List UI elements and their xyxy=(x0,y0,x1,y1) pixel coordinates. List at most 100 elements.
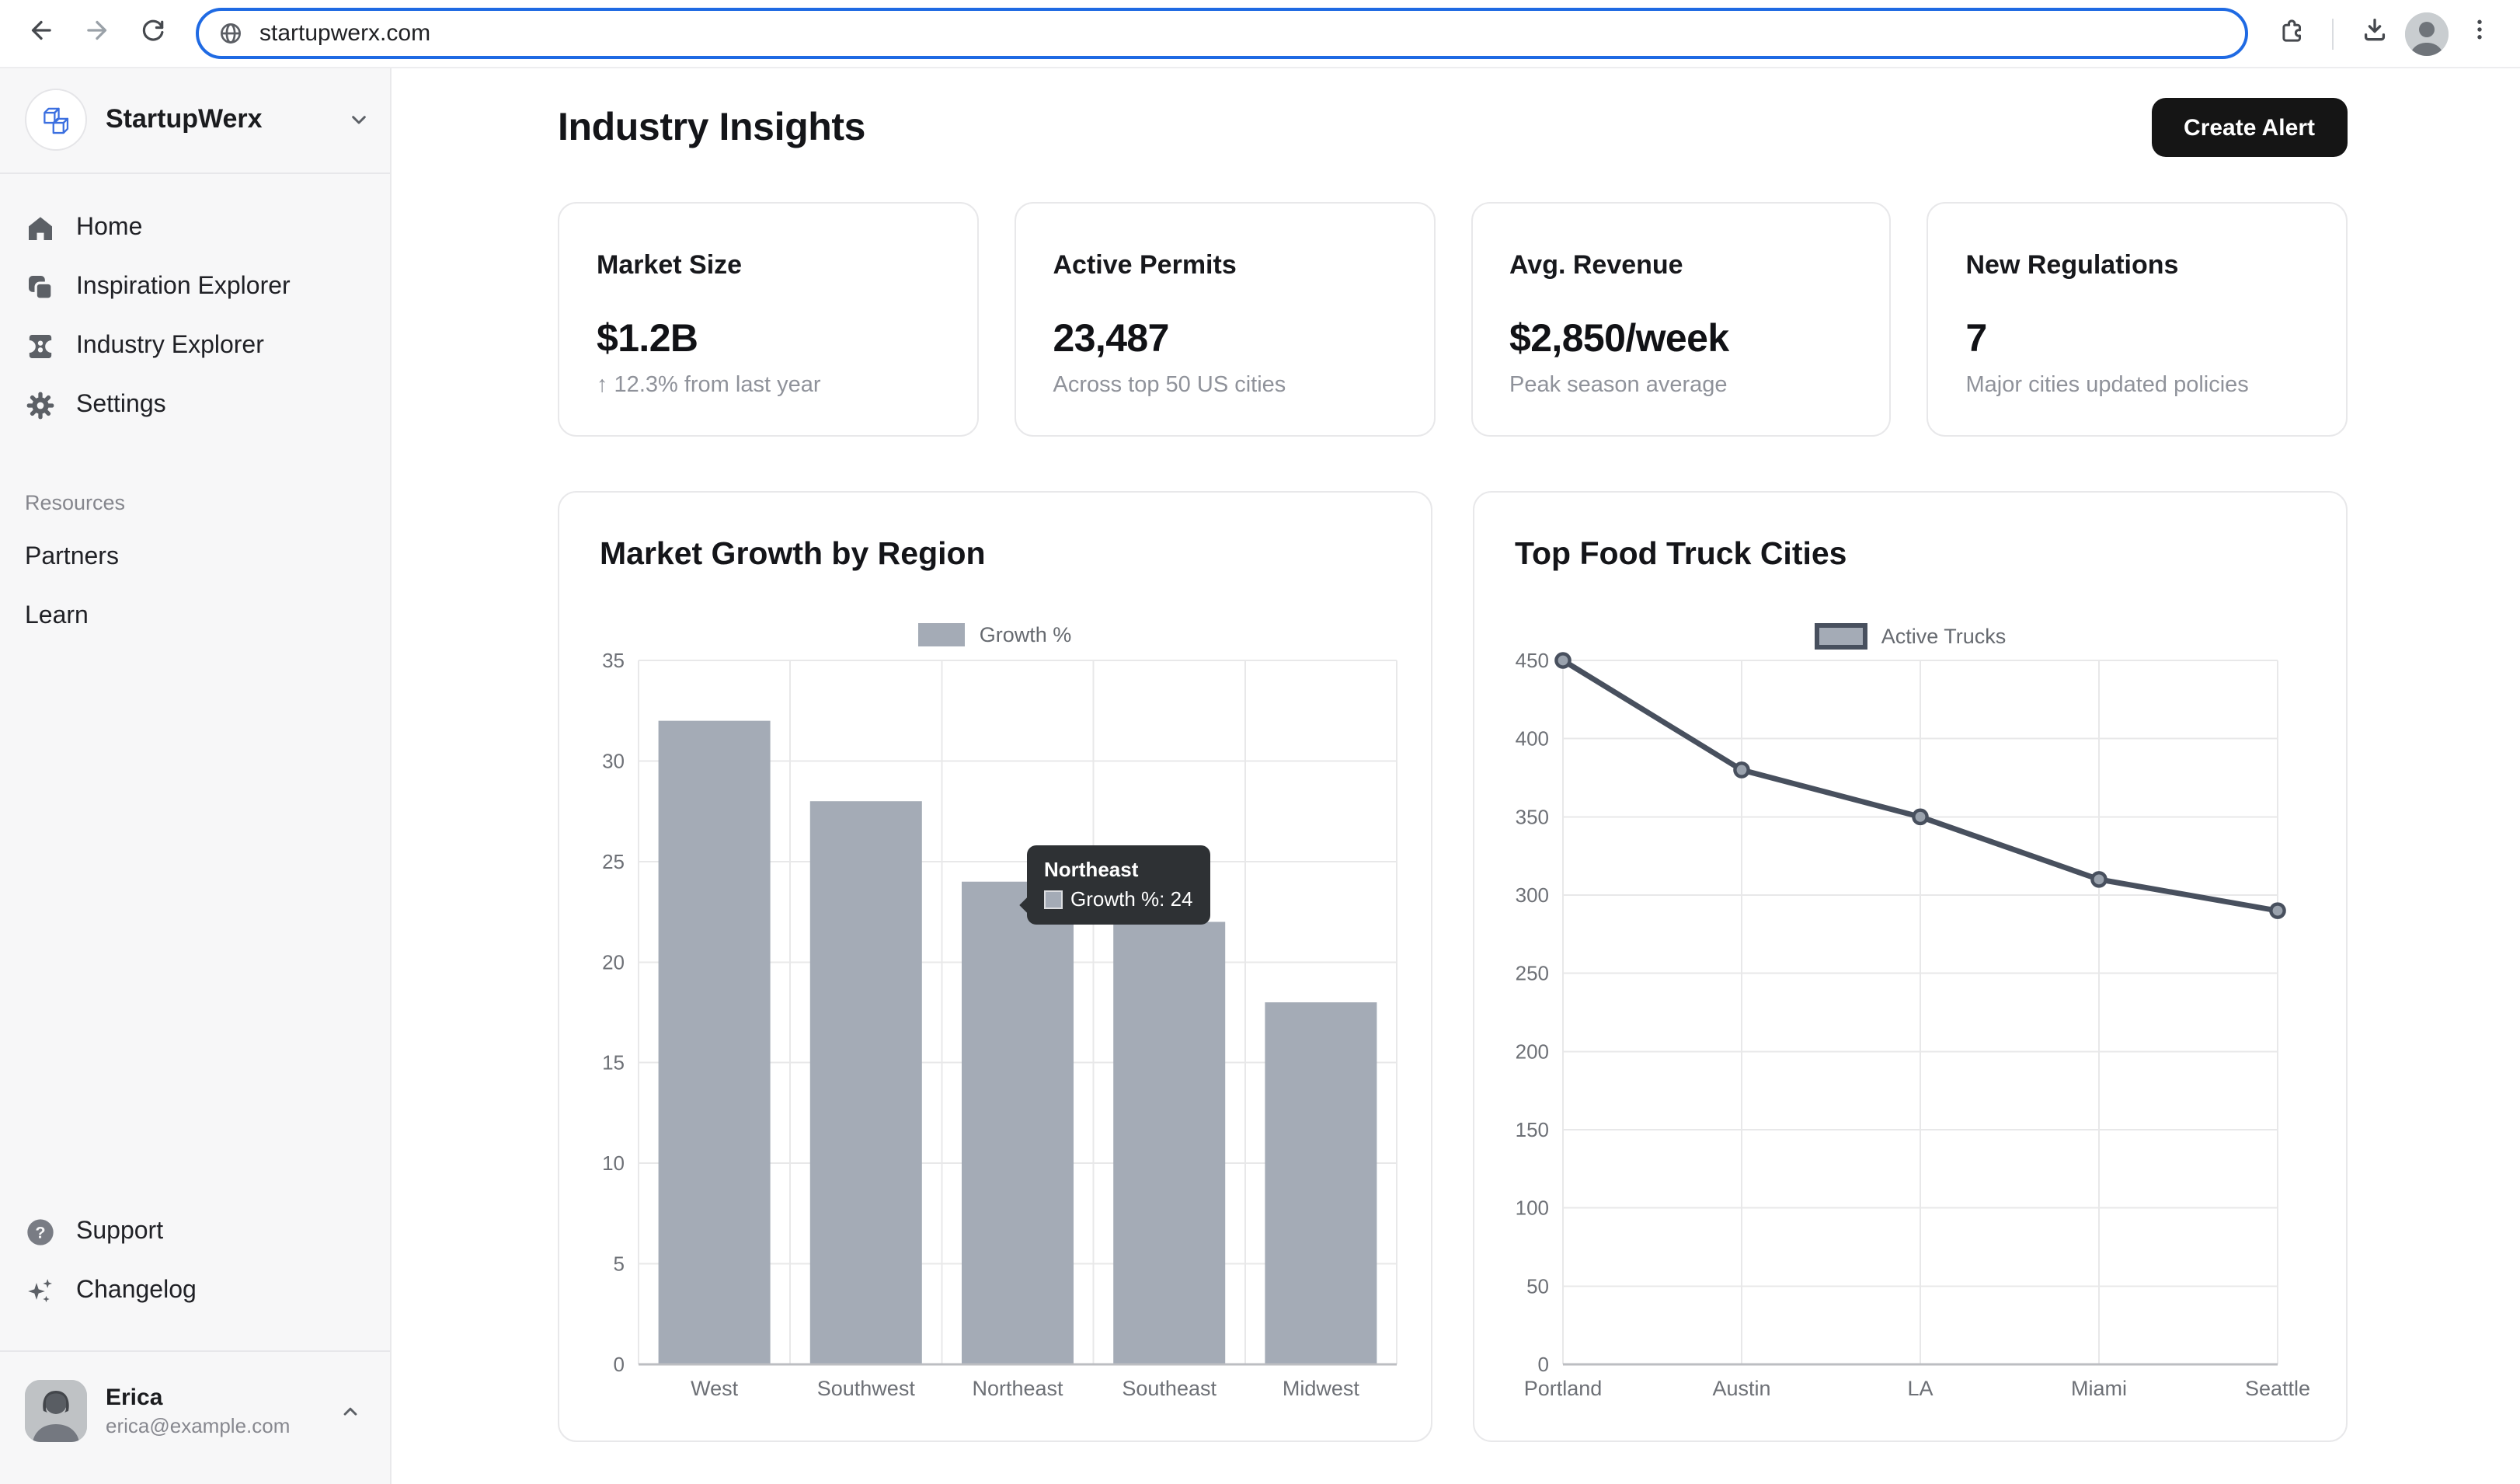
svg-text:25: 25 xyxy=(602,850,625,873)
sidebar-item-inspiration-explorer[interactable]: Inspiration Explorer xyxy=(0,258,390,317)
download-icon xyxy=(2359,15,2389,52)
help-icon: ? xyxy=(25,1217,56,1248)
forward-button[interactable] xyxy=(71,9,121,58)
stat-value: $1.2B xyxy=(597,317,940,362)
svg-text:20: 20 xyxy=(602,950,625,974)
browser-profile-avatar[interactable] xyxy=(2405,12,2449,55)
page-header: Industry Insights Create Alert xyxy=(558,96,2348,159)
globe-icon xyxy=(218,20,244,47)
sidebar-item-label: Home xyxy=(76,214,142,242)
stat-value: 7 xyxy=(1966,317,2309,362)
line-chart-plot: 050100150200250300350400450PortlandAusti… xyxy=(1474,493,2348,1442)
back-arrow-icon xyxy=(26,15,55,52)
svg-text:50: 50 xyxy=(1526,1274,1549,1298)
puzzle-icon xyxy=(2277,15,2306,52)
browser-menu-button[interactable] xyxy=(2455,9,2504,58)
gear-icon xyxy=(25,390,56,421)
sidebar-item-support[interactable]: ? Support xyxy=(0,1203,390,1262)
resources-section-label: Resources xyxy=(25,488,365,516)
svg-text:Seattle: Seattle xyxy=(2245,1377,2310,1400)
tooltip-row: Growth %: 24 xyxy=(1044,887,1193,911)
create-alert-button[interactable]: Create Alert xyxy=(2151,98,2348,157)
sparkles-icon xyxy=(25,1276,56,1307)
sidebar-item-label: Settings xyxy=(76,392,166,420)
stat-value: $2,850/week xyxy=(1509,317,1853,362)
sidebar-item-label: Industry Explorer xyxy=(76,333,264,361)
svg-text:Southwest: Southwest xyxy=(817,1377,916,1400)
sidebar-item-changelog[interactable]: Changelog xyxy=(0,1262,390,1321)
sidebar-nav: Home Inspiration Explorer Industry Explo… xyxy=(0,199,390,435)
line-chart-card: Top Food Truck Cities Active Trucks 0501… xyxy=(1473,491,2348,1442)
sidebar-footer: ? Support Changelog xyxy=(0,1203,390,1442)
svg-text:Midwest: Midwest xyxy=(1283,1377,1360,1400)
svg-text:15: 15 xyxy=(602,1051,625,1075)
chart-tooltip: Northeast Growth %: 24 xyxy=(1027,845,1210,925)
url-text: startupwerx.com xyxy=(259,20,430,47)
browser-toolbar: startupwerx.com xyxy=(0,0,2520,68)
reload-button[interactable] xyxy=(127,9,177,58)
svg-text:LA: LA xyxy=(1907,1377,1933,1400)
svg-text:100: 100 xyxy=(1516,1197,1549,1220)
tooltip-title: Northeast xyxy=(1044,858,1193,881)
stat-card-avg-revenue: Avg. Revenue $2,850/week Peak season ave… xyxy=(1471,202,1892,437)
sidebar-item-industry-explorer[interactable]: Industry Explorer xyxy=(0,317,390,376)
user-email: erica@example.com xyxy=(106,1413,320,1439)
sidebar-item-settings[interactable]: Settings xyxy=(0,376,390,435)
svg-text:West: West xyxy=(691,1377,739,1400)
back-button[interactable] xyxy=(16,9,65,58)
sidebar-item-learn[interactable]: Learn xyxy=(0,587,390,646)
bar-chart-plot: 05101520253035WestSouthwestNortheastSout… xyxy=(559,493,1432,1442)
sidebar-item-home[interactable]: Home xyxy=(0,199,390,258)
tooltip-text: Growth %: 24 xyxy=(1070,887,1193,911)
user-avatar xyxy=(25,1380,87,1442)
sidebar: StartupWerx Home Inspiration Exp xyxy=(0,68,392,1484)
user-meta: Erica erica@example.com xyxy=(106,1383,320,1439)
stat-card-active-permits: Active Permits 23,487 Across top 50 US c… xyxy=(1015,202,1436,437)
stat-title: Market Size xyxy=(597,250,940,281)
svg-text:Portland: Portland xyxy=(1524,1377,1603,1400)
svg-text:200: 200 xyxy=(1516,1040,1549,1063)
svg-text:Southeast: Southeast xyxy=(1122,1377,1216,1400)
stat-title: Avg. Revenue xyxy=(1509,250,1853,281)
profile-photo xyxy=(2405,12,2449,55)
sidebar-item-label: Learn xyxy=(25,603,89,631)
copy-icon xyxy=(25,272,56,303)
extensions-button[interactable] xyxy=(2267,9,2316,58)
svg-text:10: 10 xyxy=(602,1151,625,1175)
svg-text:150: 150 xyxy=(1516,1118,1549,1141)
chevron-down-icon xyxy=(346,107,371,132)
kebab-menu-icon xyxy=(2466,16,2494,51)
stat-card-market-size: Market Size $1.2B ↑ 12.3% from last year xyxy=(558,202,979,437)
svg-text:250: 250 xyxy=(1516,962,1549,985)
sidebar-item-label: Partners xyxy=(25,544,119,572)
sidebar-footer-divider xyxy=(0,1350,390,1352)
svg-text:400: 400 xyxy=(1516,727,1549,751)
charts-row: Market Growth by Region Growth % 0510152… xyxy=(558,491,2348,1442)
sidebar-item-partners[interactable]: Partners xyxy=(0,528,390,587)
stat-subtext: Major cities updated policies xyxy=(1966,373,2309,398)
sidebar-item-label: Support xyxy=(76,1218,163,1246)
workspace-switcher[interactable]: StartupWerx xyxy=(25,89,371,151)
user-menu[interactable]: Erica erica@example.com xyxy=(25,1380,371,1442)
stats-row: Market Size $1.2B ↑ 12.3% from last year… xyxy=(558,202,2348,437)
reload-icon xyxy=(137,15,167,52)
svg-text:0: 0 xyxy=(614,1353,625,1376)
svg-text:0: 0 xyxy=(1538,1353,1549,1376)
svg-text:350: 350 xyxy=(1516,805,1549,828)
toolbar-divider xyxy=(2332,18,2334,49)
sidebar-item-label: Changelog xyxy=(76,1277,197,1305)
chevron-up-icon xyxy=(339,1399,362,1423)
user-name: Erica xyxy=(106,1383,320,1413)
home-icon xyxy=(25,213,56,244)
url-bar[interactable]: startupwerx.com xyxy=(196,8,2248,59)
svg-text:450: 450 xyxy=(1516,649,1549,672)
svg-text:30: 30 xyxy=(602,749,625,772)
downloads-button[interactable] xyxy=(2349,9,2399,58)
resources-nav: Partners Learn xyxy=(0,528,390,646)
browser-window: startupwerx.com xyxy=(0,0,2520,1484)
main-content: Industry Insights Create Alert Market Si… xyxy=(392,68,2520,1484)
stat-subtext: Across top 50 US cities xyxy=(1053,373,1397,398)
svg-text:Miami: Miami xyxy=(2071,1377,2127,1400)
stat-title: Active Permits xyxy=(1053,250,1397,281)
sidebar-divider xyxy=(0,172,390,174)
